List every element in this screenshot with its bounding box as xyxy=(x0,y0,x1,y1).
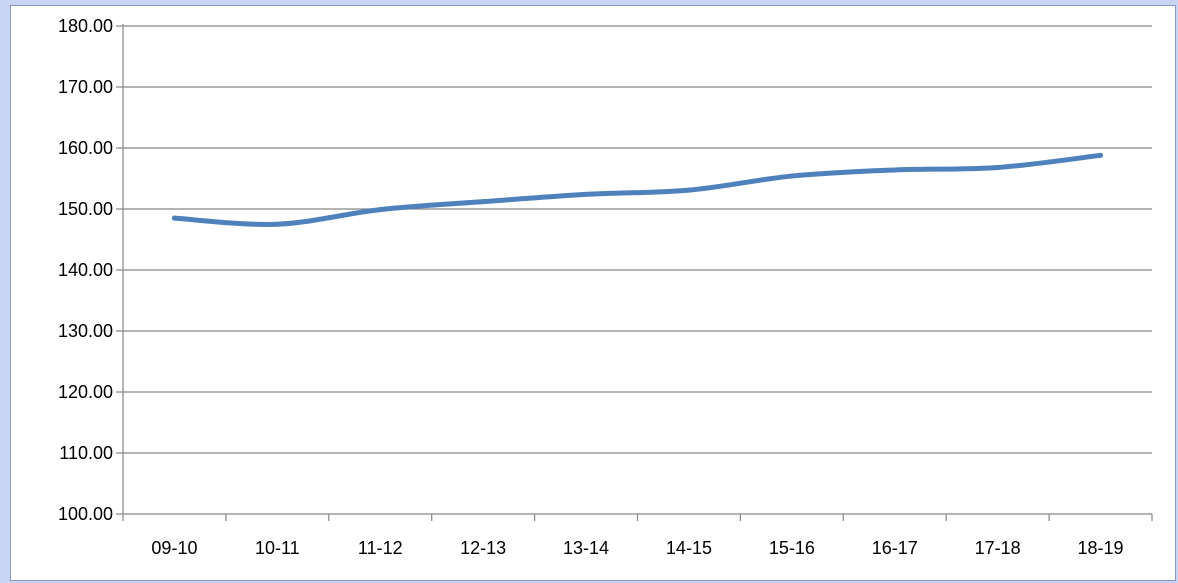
x-tick-label-6: 15-16 xyxy=(769,538,815,558)
x-tick-label-9: 18-19 xyxy=(1078,538,1124,558)
data-point-2 xyxy=(377,207,383,213)
x-tick-label-1: 10-11 xyxy=(255,538,300,558)
data-point-6 xyxy=(789,173,795,179)
x-tick-label-0: 09-10 xyxy=(151,538,197,558)
series-layer xyxy=(171,152,1104,227)
x-tick-label-8: 17-18 xyxy=(975,538,1021,558)
y-tick-label-5: 150.00 xyxy=(58,199,113,219)
y-tick-label-3: 130.00 xyxy=(58,321,113,341)
data-point-5 xyxy=(686,187,692,193)
y-tick-label-2: 120.00 xyxy=(58,382,113,402)
chart-frame: 100.00 110.00 120.00 130.00 140.00 150.00 160.… xyxy=(10,5,1176,581)
y-tick-label-8: 180.00 xyxy=(58,16,113,36)
x-tick-label-4: 13-14 xyxy=(563,538,609,558)
y-tick-label-0: 100.00 xyxy=(58,504,113,524)
data-point-3 xyxy=(480,199,486,205)
data-point-1 xyxy=(274,221,280,227)
x-tick-label-3: 12-13 xyxy=(460,538,506,558)
x-axis-tick-labels: 09-10 10-11 11-12 12-13 13-14 14-15 15-16 16-17… xyxy=(151,538,1123,558)
data-point-4 xyxy=(583,191,589,197)
x-tick-label-5: 14-15 xyxy=(666,538,712,558)
axes xyxy=(116,24,1153,521)
y-tick-label-7: 170.00 xyxy=(58,77,113,97)
gridlines xyxy=(123,25,1152,454)
x-tick-label-7: 16-17 xyxy=(872,538,918,558)
data-point-0 xyxy=(171,215,177,221)
y-axis-tick-labels: 100.00 110.00 120.00 130.00 140.00 150.00 160.… xyxy=(58,16,113,524)
data-point-9 xyxy=(1098,152,1104,158)
data-point-7 xyxy=(892,167,898,173)
y-tick-label-1: 110.00 xyxy=(59,443,113,463)
data-point-8 xyxy=(995,165,1001,171)
line-chart: 100.00 110.00 120.00 130.00 140.00 150.00 160.… xyxy=(58,16,1153,558)
series-line-0 xyxy=(171,152,1104,227)
x-tick-label-2: 11-12 xyxy=(358,538,403,558)
y-tick-label-6: 160.00 xyxy=(58,138,113,158)
y-tick-label-4: 140.00 xyxy=(58,260,113,280)
